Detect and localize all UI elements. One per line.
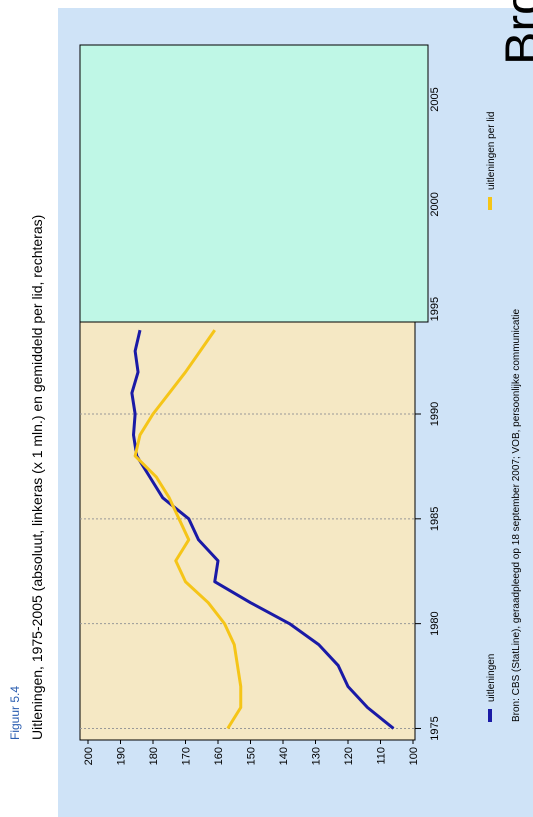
- chart-title: Uitleningen, 1975-2005 (absoluut, linker…: [29, 215, 45, 740]
- figure-label: Figuur 5.4: [8, 686, 22, 740]
- x-tick-label: 1990: [429, 402, 441, 426]
- y-tick-label: 110: [376, 747, 388, 765]
- x-tick-label: 1985: [429, 507, 441, 531]
- series-line: [130, 329, 395, 730]
- x-tick-label: 1980: [429, 611, 441, 635]
- y-tick-label: 100: [408, 747, 420, 765]
- y-tick-label: 200: [83, 747, 95, 765]
- x-tick-label: 1975: [429, 716, 441, 740]
- x-tick-label: 2000: [429, 192, 441, 216]
- y-tick-label: 130: [311, 747, 323, 765]
- series-line: [133, 329, 243, 730]
- y-tick-label: 160: [213, 747, 225, 765]
- legend-label: uitleningen: [486, 654, 497, 702]
- y-tick-label: 190: [116, 747, 128, 765]
- rotated-chart: Figuur 5.4 Uitleningen, 1975-2005 (absol…: [8, 0, 533, 765]
- source-note: Bron: CBS (StatLine), geraadpleegd op 18…: [511, 309, 522, 722]
- y-tick-label: 120: [343, 747, 355, 765]
- y-tick-label: 170: [181, 747, 193, 765]
- y-tick-label: 150: [246, 747, 258, 765]
- overlay-box: [79, 44, 429, 323]
- x-tick-label: 1995: [429, 297, 441, 321]
- x-tick-label: 2005: [429, 87, 441, 111]
- legend-label: uitleningen per lid: [486, 112, 497, 190]
- overlay-text: Bro: [495, 0, 533, 65]
- y-tick-label: 180: [148, 747, 160, 765]
- y-tick-label: 140: [278, 747, 290, 765]
